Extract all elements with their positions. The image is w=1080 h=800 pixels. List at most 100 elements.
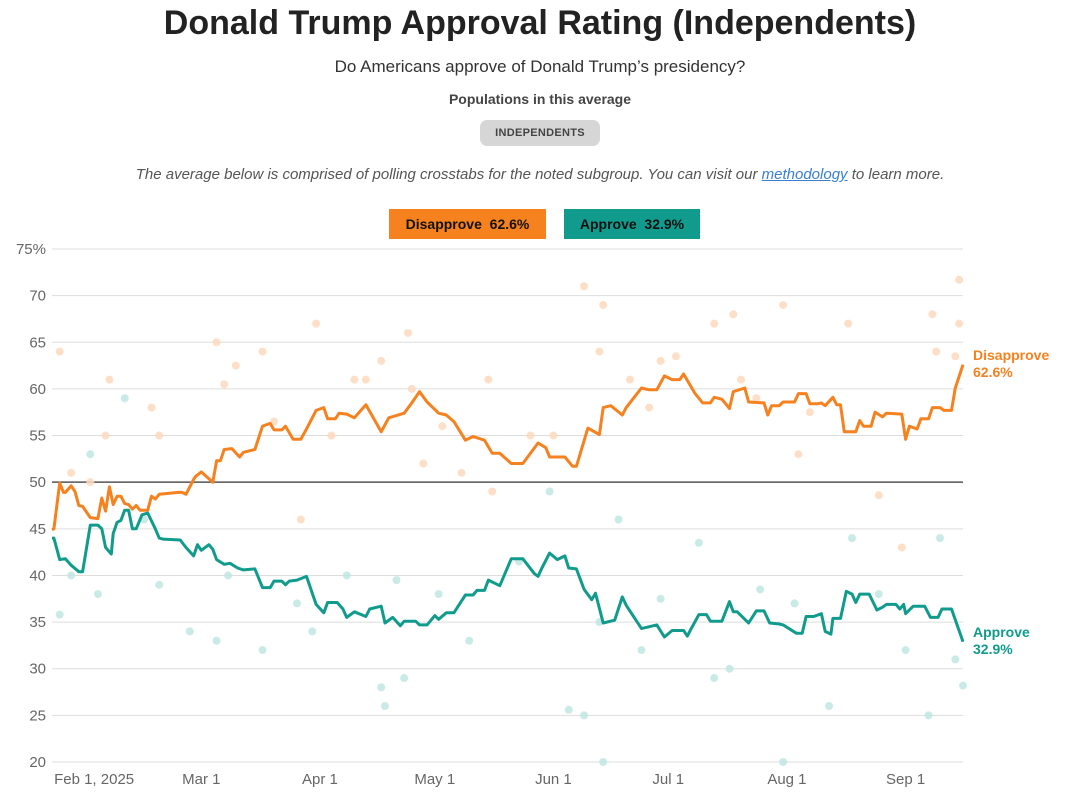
x-tick-label: Jun 1 xyxy=(535,771,572,788)
approve-poll-dot xyxy=(342,571,351,580)
x-tick-label: Feb 1, 2025 xyxy=(54,771,134,788)
disapprove-poll-dot xyxy=(526,431,535,440)
population-badge[interactable]: INDEPENDENTS xyxy=(480,120,600,146)
approve-poll-dot xyxy=(580,711,589,720)
disapprove-poll-dot xyxy=(794,450,803,459)
y-tick-label: 55 xyxy=(29,428,46,445)
disapprove-poll-dot xyxy=(729,310,738,319)
approve-poll-dot xyxy=(292,599,301,608)
disapprove-poll-dot xyxy=(350,375,359,384)
x-tick-label: Mar 1 xyxy=(182,771,220,788)
approve-poll-dot xyxy=(212,636,221,645)
disapprove-poll-dot xyxy=(932,347,941,356)
disapprove-poll-dot xyxy=(147,403,156,412)
disapprove-poll-dot xyxy=(736,375,745,384)
populations-label: Populations in this average xyxy=(448,91,632,107)
disapprove-poll-dot xyxy=(407,384,416,393)
legend-approve: Approve 32.9% xyxy=(564,209,700,239)
approve-poll-dot xyxy=(614,515,623,524)
end-label-disapprove-value: 62.6% xyxy=(973,364,1013,380)
disapprove-poll-dot xyxy=(377,356,386,365)
approve-poll-dot xyxy=(694,538,703,547)
end-label-approve-value: 32.9% xyxy=(973,641,1013,657)
end-label-approve: Approve 32.9% xyxy=(973,624,1030,658)
approve-poll-dot xyxy=(308,627,317,636)
approve-poll-dot xyxy=(874,590,883,599)
disapprove-poll-dot xyxy=(671,352,680,361)
x-tick-label: Apr 1 xyxy=(302,771,338,788)
approve-average-line xyxy=(52,508,965,643)
approve-poll-dot xyxy=(564,705,573,714)
disapprove-poll-dot xyxy=(779,300,788,309)
disapprove-poll-dot xyxy=(101,431,110,440)
disapprove-poll-dot xyxy=(419,459,428,468)
approve-poll-dot xyxy=(381,702,390,711)
disapprove-poll-dot xyxy=(752,394,761,403)
approve-poll-dot xyxy=(901,646,910,655)
disapprove-poll-dot xyxy=(403,328,412,337)
approve-poll-dot xyxy=(545,487,554,496)
disapprove-poll-dot xyxy=(220,380,229,389)
approve-poll-dot xyxy=(55,610,64,619)
disapprove-poll-dot xyxy=(457,468,466,477)
disapprove-poll-dot xyxy=(488,487,497,496)
approve-poll-dot xyxy=(67,571,76,580)
y-tick-label: 70 xyxy=(29,288,46,305)
approve-poll-dot xyxy=(756,585,765,594)
approve-poll-dot xyxy=(637,646,646,655)
y-tick-label: 60 xyxy=(29,381,46,398)
disapprove-poll-dot xyxy=(231,361,240,370)
approve-poll-dot xyxy=(224,571,233,580)
disapprove-poll-dot xyxy=(212,338,221,347)
y-tick-label: 20 xyxy=(29,754,46,771)
x-tick-label: Aug 1 xyxy=(767,771,806,788)
end-label-approve-name: Approve xyxy=(973,624,1030,640)
disapprove-poll-dot xyxy=(897,543,906,552)
approve-poll-dot xyxy=(392,576,401,585)
approve-poll-dot xyxy=(825,702,834,711)
x-tick-label: Sep 1 xyxy=(886,771,925,788)
approve-poll-dot xyxy=(790,599,799,608)
y-tick-label: 65 xyxy=(29,334,46,351)
disapprove-poll-dot xyxy=(928,310,937,319)
disapprove-poll-dot xyxy=(86,478,95,487)
approve-poll-dot xyxy=(951,655,960,664)
y-tick-label: 25 xyxy=(29,707,46,724)
approve-poll-dot xyxy=(959,681,967,690)
y-tick-label: 35 xyxy=(29,614,46,631)
disapprove-poll-dot xyxy=(67,468,76,477)
approve-poll-dot xyxy=(434,590,443,599)
approve-poll-dot xyxy=(185,627,194,636)
x-tick-label: May 1 xyxy=(414,771,455,788)
end-label-disapprove: Disapprove 62.6% xyxy=(973,347,1049,381)
approve-poll-dot xyxy=(120,394,129,403)
disapprove-poll-dot xyxy=(955,275,964,284)
disapprove-poll-dot xyxy=(805,408,814,417)
disapprove-poll-dot xyxy=(844,319,853,328)
disapprove-poll-dot xyxy=(312,319,321,328)
disapprove-poll-dot xyxy=(327,431,336,440)
approve-poll-dot xyxy=(599,758,608,766)
approve-poll-dot xyxy=(656,594,665,603)
disapprove-poll-dot xyxy=(580,282,589,291)
disapprove-poll-dot xyxy=(105,375,114,384)
approve-poll-dot xyxy=(725,664,734,673)
disapprove-poll-dot xyxy=(55,347,64,356)
y-tick-label: 50 xyxy=(29,474,46,491)
disapprove-poll-dot xyxy=(625,375,634,384)
disapprove-poll-dot xyxy=(361,375,370,384)
disapprove-poll-dot xyxy=(645,403,654,412)
disapprove-poll-dot xyxy=(595,347,604,356)
disapprove-poll-dot xyxy=(951,352,960,361)
approve-poll-dot xyxy=(400,674,409,683)
y-tick-label: 40 xyxy=(29,567,46,584)
disapprove-poll-dot xyxy=(438,422,447,431)
x-tick-label: Jul 1 xyxy=(652,771,684,788)
disapprove-average-line xyxy=(51,364,965,532)
legend-disapprove: Disapprove 62.6% xyxy=(389,209,546,239)
disapprove-poll-dot xyxy=(710,319,719,328)
approve-poll-dot xyxy=(779,758,788,766)
methodology-link[interactable]: methodology xyxy=(761,166,848,183)
y-tick-label: 75% xyxy=(16,241,46,258)
